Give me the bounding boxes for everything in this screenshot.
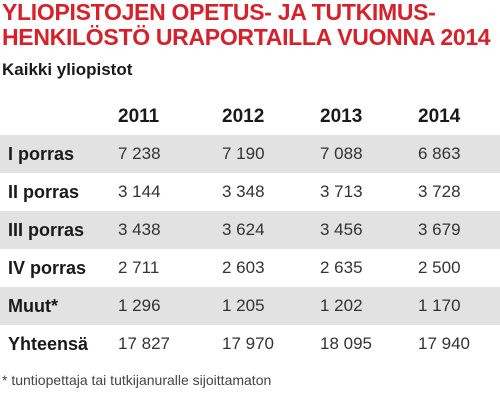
- table-cell: 7 190: [216, 135, 314, 173]
- table-cell: 17 940: [418, 334, 470, 353]
- table-cell: 17 827: [118, 334, 170, 353]
- table-cell: 6 863: [412, 135, 500, 173]
- table-cell: 7 238: [112, 135, 216, 173]
- column-header: 2012: [222, 105, 265, 127]
- header-corner-cell: [0, 98, 112, 135]
- table-cell: 3 624: [216, 211, 314, 249]
- table-cell: 3 679: [412, 211, 500, 249]
- title-line: YLIOPISTOJEN OPETUS- JA TUTKIMUS-: [2, 0, 436, 25]
- title-line: HENKILÖSTÖ URAPORTAILLA VUONNA 2014: [2, 24, 491, 50]
- table-row: II porras 3 144 3 348 3 713 3 728: [0, 173, 500, 211]
- table-row: III porras 3 438 3 624 3 456 3 679: [0, 211, 500, 249]
- table-body: I porras 7 238 7 190 7 088 6 863 II porras 3 1…: [0, 135, 500, 363]
- table-row: Muut* 1 296 1 205 1 202 1 170: [0, 287, 500, 325]
- footnote: * tuntiopettaja tai tutkijanuralle sijoi…: [2, 372, 272, 388]
- table-cell: 7 088: [314, 135, 412, 173]
- column-header: 2011: [118, 105, 160, 127]
- table-cell: 1 202: [314, 287, 412, 325]
- table-cell: 3 144: [118, 182, 161, 201]
- column-header: 2014: [418, 105, 461, 127]
- header-row: 2011 2012 2013 2014: [0, 98, 500, 135]
- row-label: Yhteensä: [8, 333, 89, 354]
- row-label: IV porras: [8, 257, 87, 278]
- table-header: 2011 2012 2013 2014: [0, 98, 500, 135]
- table-row: Yhteensä 17 827 17 970 18 095 17 940: [0, 325, 500, 363]
- table-cell: 17 970: [222, 334, 274, 353]
- table-cell: 2 635: [320, 258, 363, 277]
- row-label: II porras: [8, 181, 80, 202]
- chart-title: YLIOPISTOJEN OPETUS- JA TUTKIMUS- HENKIL…: [2, 0, 498, 50]
- table-cell: 3 456: [314, 211, 412, 249]
- data-table: 2011 2012 2013 2014 I porras 7 238 7 190 7 088…: [0, 98, 500, 363]
- table-cell: 3 713: [320, 182, 363, 201]
- table-cell: 2 711: [118, 258, 160, 277]
- table-cell: 3 728: [418, 182, 461, 201]
- table-row: IV porras 2 711 2 603 2 635 2 500: [0, 249, 500, 287]
- row-label: Muut*: [0, 287, 112, 325]
- table-cell: 3 438: [112, 211, 216, 249]
- table-cell: 18 095: [320, 334, 372, 353]
- table-cell: 2 603: [222, 258, 265, 277]
- table-cell: 1 170: [412, 287, 500, 325]
- row-label: III porras: [0, 211, 112, 249]
- table-cell: 1 296: [112, 287, 216, 325]
- column-header: 2013: [320, 105, 363, 127]
- table-cell: 2 500: [418, 258, 461, 277]
- row-label: I porras: [0, 135, 112, 173]
- table-row: I porras 7 238 7 190 7 088 6 863: [0, 135, 500, 173]
- table-cell: 1 205: [216, 287, 314, 325]
- chart-subtitle: Kaikki yliopistot: [2, 60, 133, 79]
- table-cell: 3 348: [222, 182, 265, 201]
